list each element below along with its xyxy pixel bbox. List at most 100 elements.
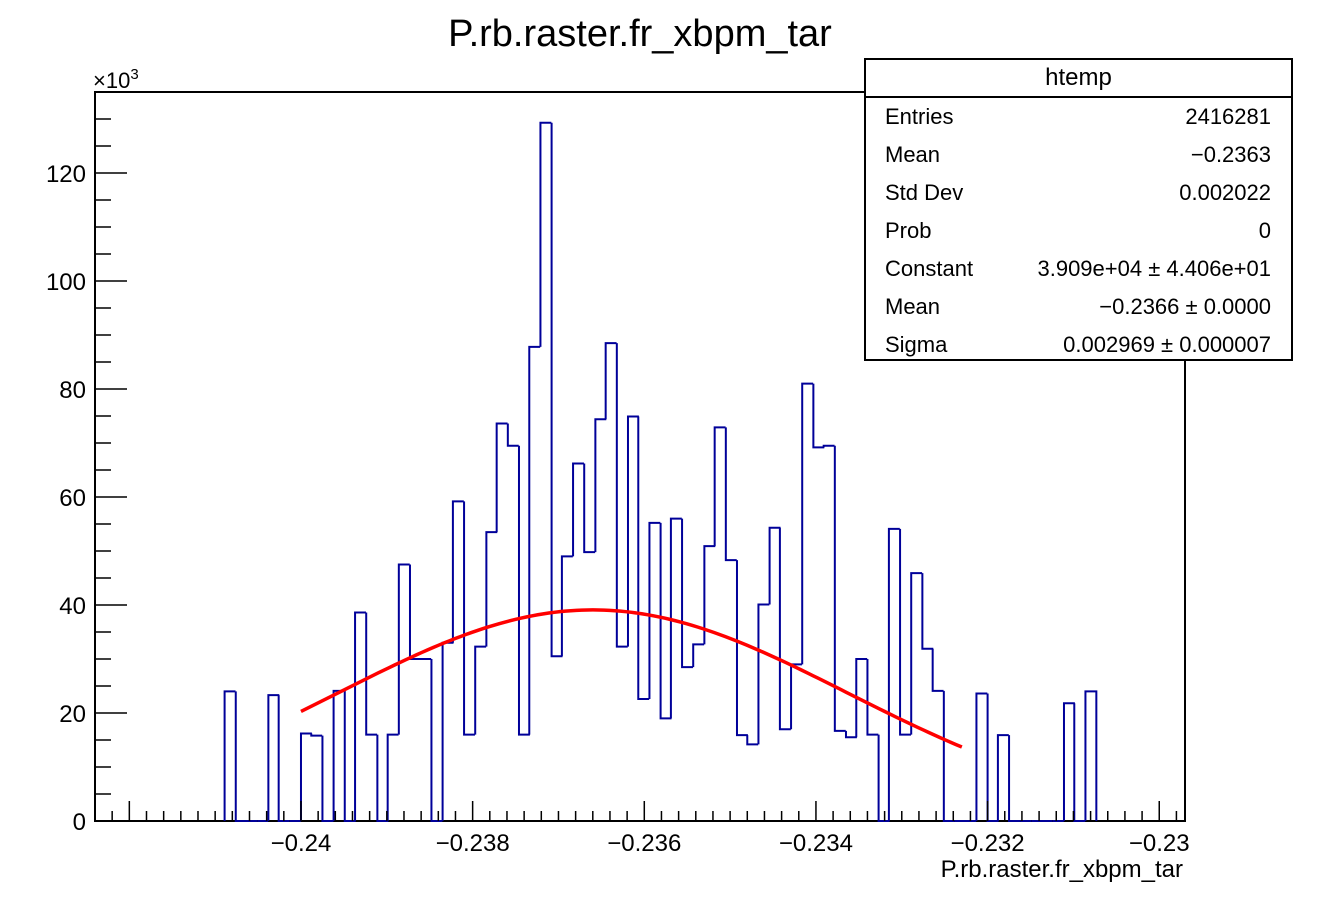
- y-exponent-power: 3: [130, 66, 138, 83]
- histogram-bin: [299, 732, 312, 821]
- stats-row-name: Constant: [885, 256, 974, 281]
- histogram-bin: [768, 526, 781, 605]
- histogram-bin: [1008, 735, 1020, 822]
- stats-row-value: −0.2366 ± 0.0000: [1099, 294, 1271, 319]
- histogram-bin: [386, 733, 399, 821]
- histogram-bin: [1073, 703, 1086, 822]
- y-tick-label: 0: [73, 809, 86, 836]
- histogram-bin: [572, 462, 584, 557]
- histogram-bin: [778, 527, 791, 731]
- gaussian-fit: [300, 608, 963, 749]
- histogram-bin: [866, 659, 879, 736]
- stats-box-title: htemp: [866, 60, 1291, 98]
- histogram-bin: [669, 517, 682, 719]
- histogram-bin: [986, 693, 999, 822]
- stats-row: Std Dev 0.002022: [866, 174, 1291, 212]
- histogram-bin: [332, 689, 345, 821]
- histogram-bin: [321, 735, 334, 822]
- histogram-bin: [822, 444, 835, 448]
- histogram-bin: [354, 611, 366, 821]
- histogram-bin: [833, 445, 846, 732]
- histogram-bin: [223, 690, 236, 821]
- y-axis-exponent-label: ×103: [93, 66, 139, 93]
- x-tick-label: −0.238: [436, 830, 510, 857]
- stats-row: Mean −0.2363: [866, 136, 1291, 174]
- histogram-bin: [703, 545, 716, 645]
- histogram-bin: [637, 416, 650, 700]
- histogram-bin: [931, 648, 944, 692]
- histogram-bin: [899, 528, 911, 736]
- histogram-bin: [659, 522, 672, 720]
- stats-row-value: 2416281: [1185, 104, 1271, 129]
- histogram-bin: [801, 382, 814, 665]
- histogram-bin: [474, 645, 487, 735]
- histogram-bin: [441, 641, 454, 821]
- plot-frame: [94, 91, 1186, 822]
- stats-row-name: Mean: [885, 142, 941, 167]
- histogram-bin: [517, 445, 530, 736]
- stats-row-name: Sigma: [885, 332, 948, 357]
- histogram-bin: [1062, 702, 1075, 821]
- stats-row-name: Entries: [885, 104, 954, 129]
- histogram-bin: [234, 691, 247, 822]
- y-tick-label: 80: [59, 377, 86, 404]
- histogram-bin: [790, 663, 802, 730]
- histogram-bin: [430, 659, 443, 822]
- histogram-bin: [550, 122, 563, 658]
- histogram-bin: [921, 573, 934, 650]
- histogram-bin: [648, 521, 661, 699]
- stats-row-value: 3.909e+04 ± 4.406e+01: [1037, 256, 1271, 281]
- histogram-bin: [910, 572, 923, 735]
- stats-box: htemp Entries 2416281 Mean −0.2363 Std Dev 0.…: [864, 58, 1293, 361]
- x-tick-label: −0.232: [951, 830, 1025, 857]
- y-tick-label: 40: [59, 593, 86, 620]
- histogram-bin: [626, 415, 639, 647]
- stats-row: Sigma 0.002969 ± 0.000007: [866, 326, 1291, 364]
- x-tick-label: −0.24: [271, 830, 332, 857]
- histogram-bin: [877, 734, 890, 822]
- y-tick-label: 120: [46, 161, 86, 188]
- x-tick-label: −0.236: [607, 830, 681, 857]
- histogram-bin: [408, 564, 421, 660]
- histogram-bin: [975, 692, 988, 821]
- histogram-bin: [996, 734, 1009, 821]
- y-tick-label: 100: [46, 269, 86, 296]
- y-axis: 0 20 40 60 80 100 120: [46, 91, 127, 836]
- histogram-bin: [757, 603, 770, 745]
- chart-title: P.rb.raster.fr_xbpm_tar: [448, 13, 832, 55]
- histogram-bin: [376, 734, 389, 822]
- histogram-bin: [560, 555, 573, 657]
- histogram-bin: [528, 345, 541, 735]
- histogram-bin: [713, 426, 726, 547]
- histogram-bin: [539, 121, 552, 347]
- histogram-bin: [942, 690, 955, 822]
- y-tick-label: 20: [59, 701, 86, 728]
- histogram-bin: [594, 418, 607, 553]
- fit-curve: [300, 608, 963, 749]
- stats-row-name: Std Dev: [885, 180, 964, 205]
- histogram-bin: [746, 735, 759, 746]
- histogram-bin: [604, 342, 617, 420]
- stats-row-name: Mean: [885, 294, 941, 319]
- histogram-bin: [1084, 690, 1098, 821]
- x-tick-label: −0.234: [779, 830, 853, 857]
- stats-row-value: 0.002969 ± 0.000007: [1063, 332, 1271, 357]
- stats-row-value: 0: [1258, 218, 1271, 243]
- histogram-bin: [506, 423, 519, 447]
- histogram-bin: [463, 501, 475, 736]
- stats-row: Entries 2416281: [866, 98, 1291, 136]
- histogram-bin: [724, 427, 737, 562]
- x-axis: −0.24 −0.238 −0.236 −0.234 −0.232 −0.23: [94, 801, 1190, 857]
- histogram-bin: [310, 733, 323, 737]
- histogram-bin: [615, 343, 628, 648]
- histogram-bin: [277, 695, 290, 822]
- stats-row-value: −0.2363: [1190, 142, 1271, 167]
- histogram-bin: [681, 518, 693, 669]
- histogram-bin: [887, 527, 900, 821]
- histogram-bin: [692, 643, 705, 668]
- histogram-bin: [735, 560, 748, 737]
- histogram-bin: [451, 500, 464, 643]
- x-axis-title: P.rb.raster.fr_xbpm_tar: [941, 856, 1183, 883]
- histogram-bin: [495, 422, 508, 533]
